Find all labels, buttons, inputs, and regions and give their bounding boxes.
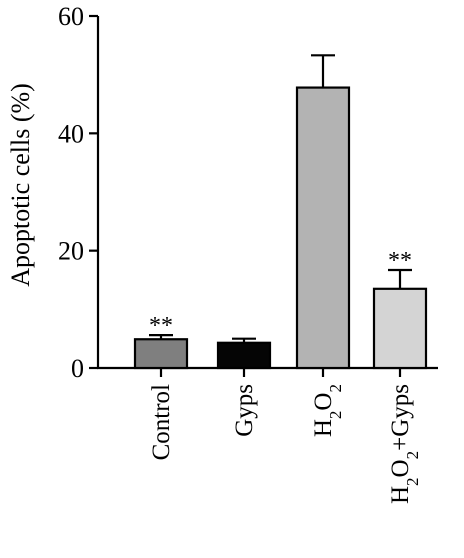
bar xyxy=(216,341,272,370)
y-axis-label: Apoptotic cells (%) xyxy=(6,83,35,287)
x-tick-label: Gyps xyxy=(231,384,258,437)
y-tick-label: 60 xyxy=(58,2,84,31)
x-tick-label: Control xyxy=(148,384,175,460)
significance-label: ** xyxy=(388,248,412,274)
labels: 0 20 40 60 Apoptotic cells (%) ** Control Gyps H… xyxy=(6,2,422,504)
y-tick-label: 0 xyxy=(71,354,84,383)
bar xyxy=(372,287,428,370)
bars xyxy=(133,54,428,370)
y-tick-label: 20 xyxy=(58,237,84,266)
x-tick-label: H2O2 xyxy=(310,384,345,437)
y-tick-label: 40 xyxy=(58,119,84,148)
bar xyxy=(295,86,351,370)
bar xyxy=(133,338,189,370)
x-tick-label: H2O2+Gyps xyxy=(387,384,422,504)
significance-label: ** xyxy=(149,313,173,339)
